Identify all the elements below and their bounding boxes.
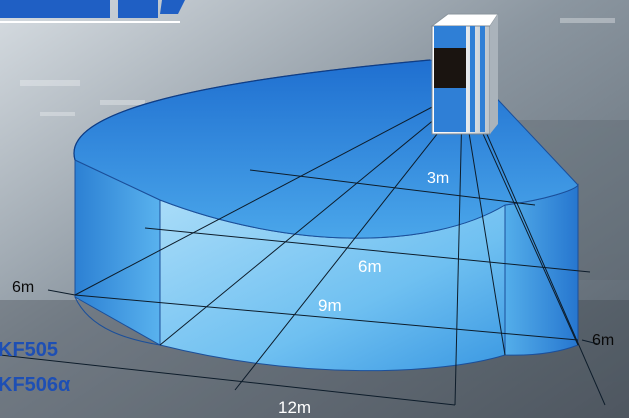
range-9m-label: 9m [318, 296, 342, 315]
range-6m-label: 6m [358, 257, 382, 276]
detection-beam [73, 59, 579, 372]
sensor-unit [430, 13, 499, 135]
model-name-kf506a: KF506α [0, 374, 71, 396]
right-height-label: 6m [592, 332, 614, 349]
model-name-kf505: KF505 [0, 339, 58, 361]
range-3m-label: 3m [427, 170, 449, 187]
logo-fragment [0, 0, 185, 23]
left-height-label: 6m [12, 279, 34, 296]
distance-lines [0, 94, 606, 406]
sensor-window [434, 48, 466, 88]
range-12m-label: 12m [278, 398, 311, 417]
